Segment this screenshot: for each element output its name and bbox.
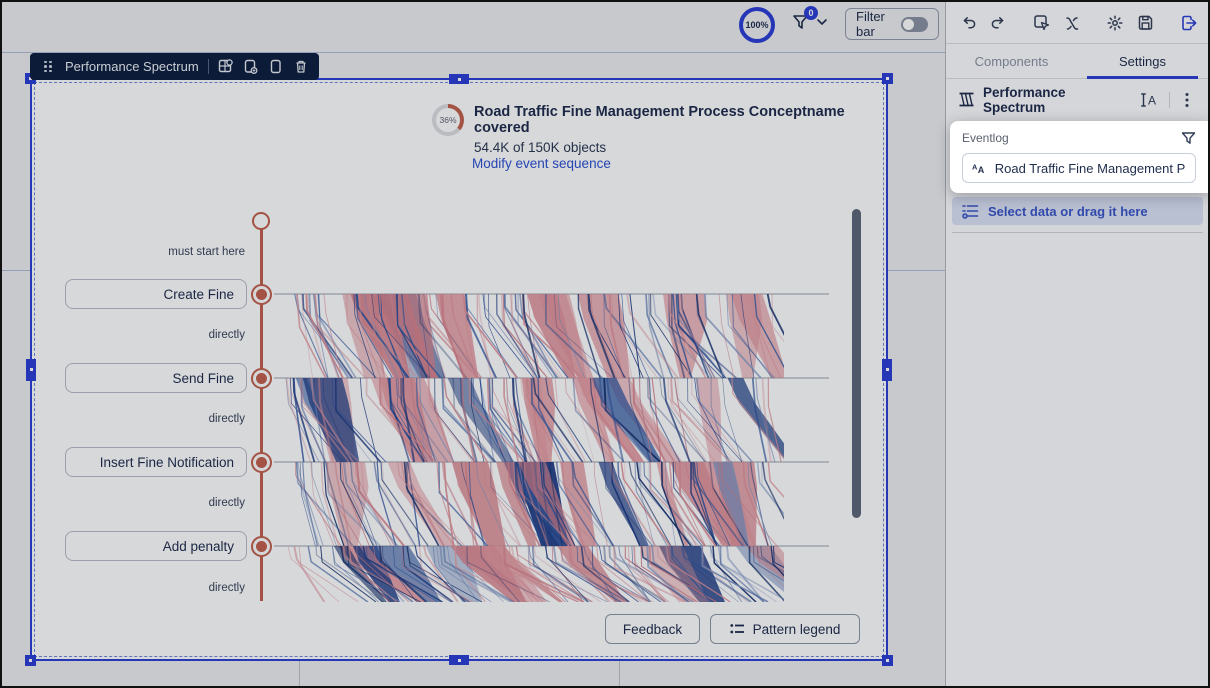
studio-canvas[interactable]: 100% 0 Filter bar Performance Spectrum bbox=[2, 2, 945, 686]
canvas-guide-line bbox=[2, 270, 32, 271]
chart-title: Road Traffic Fine Management Process Con… bbox=[474, 104, 845, 136]
start-constraint-label: must start here bbox=[168, 246, 245, 258]
coverage-ring: 36% bbox=[432, 104, 464, 136]
selection-handle-left[interactable] bbox=[26, 358, 36, 381]
canvas-guide-line bbox=[2, 52, 945, 53]
connector-label: directly bbox=[208, 413, 245, 425]
kebab-menu-icon[interactable] bbox=[1178, 91, 1196, 109]
eventlog-data-field[interactable]: A A Road Traffic Fine Management Proces.… bbox=[962, 153, 1196, 183]
selection-handle-bottom-left[interactable] bbox=[25, 655, 36, 666]
sequence-node[interactable] bbox=[251, 367, 272, 389]
performance-spectrum-chart bbox=[274, 293, 829, 602]
canvas-topbar: 100% 0 Filter bar bbox=[2, 2, 945, 52]
eventlog-label: Eventlog bbox=[962, 131, 1009, 145]
sidebar-component-title: Performance Spectrum bbox=[983, 84, 1066, 115]
selection-handle-top[interactable] bbox=[449, 74, 469, 84]
performance-spectrum-icon bbox=[959, 92, 974, 107]
sequence-node[interactable] bbox=[251, 535, 272, 557]
select-data-row[interactable]: Select data or drag it here bbox=[952, 197, 1203, 225]
replace-component-icon[interactable] bbox=[218, 59, 234, 75]
sequence-node[interactable] bbox=[251, 283, 272, 305]
chart-header: 36% Road Traffic Fine Management Process… bbox=[432, 104, 886, 155]
settings-sidebar: Components Settings Performance Spectrum… bbox=[945, 2, 1208, 686]
activity-box-insert-fine-notification[interactable]: Insert Fine Notification bbox=[65, 447, 247, 477]
sidebar-tabs: Components Settings bbox=[946, 44, 1208, 79]
filter-control[interactable]: 0 bbox=[792, 6, 828, 32]
sequence-start-node[interactable] bbox=[252, 212, 270, 230]
canvas-guide-line bbox=[886, 270, 945, 271]
zoom-level-badge[interactable]: 100% bbox=[739, 7, 775, 43]
sidebar-toolbar bbox=[946, 2, 1208, 44]
activity-box-send-fine[interactable]: Send Fine bbox=[65, 363, 247, 393]
selection-handle-bottom-right[interactable] bbox=[882, 655, 893, 666]
canvas-guide-line bbox=[619, 659, 620, 686]
tab-settings[interactable]: Settings bbox=[1077, 44, 1208, 79]
drag-handle-icon[interactable] bbox=[40, 59, 56, 75]
select-data-label: Select data or drag it here bbox=[988, 203, 1148, 219]
filter-bar-label: Filter bar bbox=[856, 9, 885, 39]
filter-count-badge: 0 bbox=[804, 6, 818, 20]
exit-icon[interactable] bbox=[1180, 14, 1198, 32]
filter-bar-toggle[interactable] bbox=[901, 16, 928, 32]
toolbar-divider bbox=[207, 59, 209, 74]
gear-icon[interactable] bbox=[1106, 14, 1124, 32]
selection-handle-right[interactable] bbox=[882, 358, 892, 381]
duplicate-icon[interactable] bbox=[243, 59, 259, 75]
redo-icon[interactable] bbox=[990, 14, 1007, 32]
connector-label: directly bbox=[208, 497, 245, 509]
svg-text:A: A bbox=[972, 163, 978, 172]
select-pointer-icon[interactable] bbox=[1033, 14, 1051, 32]
filter-funnel-icon[interactable] bbox=[1181, 131, 1196, 146]
font-aa-icon: A A bbox=[972, 163, 985, 175]
pattern-legend-button[interactable]: Pattern legend bbox=[710, 614, 860, 644]
save-icon[interactable] bbox=[1137, 14, 1154, 32]
canvas-guide-line bbox=[299, 659, 300, 686]
connector-label: directly bbox=[208, 582, 245, 594]
svg-text:A: A bbox=[1148, 93, 1156, 107]
feedback-button[interactable]: Feedback bbox=[605, 614, 700, 644]
variables-icon[interactable] bbox=[1064, 14, 1080, 32]
modify-event-sequence-link[interactable]: Modify event sequence bbox=[472, 156, 611, 171]
undo-icon[interactable] bbox=[960, 14, 977, 32]
performance-spectrum-component[interactable]: 36% Road Traffic Fine Management Process… bbox=[25, 73, 893, 666]
add-data-list-icon bbox=[962, 204, 979, 219]
filter-bar-control: Filter bar bbox=[845, 8, 939, 40]
chart-subtitle: 54.4K of 150K objects bbox=[474, 140, 607, 155]
toolbar-divider bbox=[1169, 91, 1170, 108]
component-toolbar: Performance Spectrum bbox=[30, 53, 319, 80]
component-toolbar-title: Performance Spectrum bbox=[65, 59, 199, 74]
activity-box-create-fine[interactable]: Create Fine bbox=[65, 279, 247, 309]
tab-components[interactable]: Components bbox=[974, 53, 1049, 69]
trash-icon[interactable] bbox=[293, 59, 309, 75]
eventlog-selected-value: Road Traffic Fine Management Proces... bbox=[994, 160, 1186, 176]
chevron-down-icon bbox=[817, 19, 827, 26]
sequence-node[interactable] bbox=[251, 451, 272, 473]
pattern-legend-list-icon bbox=[729, 624, 744, 634]
copy-icon[interactable] bbox=[268, 59, 284, 75]
chart-scrollbar[interactable] bbox=[852, 209, 861, 518]
svg-text:A: A bbox=[978, 165, 985, 175]
connector-label: directly bbox=[208, 329, 245, 341]
rename-icon[interactable]: A bbox=[1139, 91, 1161, 109]
sidebar-divider bbox=[952, 232, 1203, 233]
activity-box-add-penalty[interactable]: Add penalty bbox=[65, 531, 247, 561]
selection-handle-bottom[interactable] bbox=[449, 655, 469, 665]
sequence-timeline bbox=[260, 221, 263, 601]
eventlog-section: Eventlog A A Road Traffic Fine Managemen… bbox=[950, 121, 1208, 193]
sidebar-component-header: Performance Spectrum A bbox=[946, 79, 1208, 120]
selection-handle-top-right[interactable] bbox=[882, 73, 893, 84]
